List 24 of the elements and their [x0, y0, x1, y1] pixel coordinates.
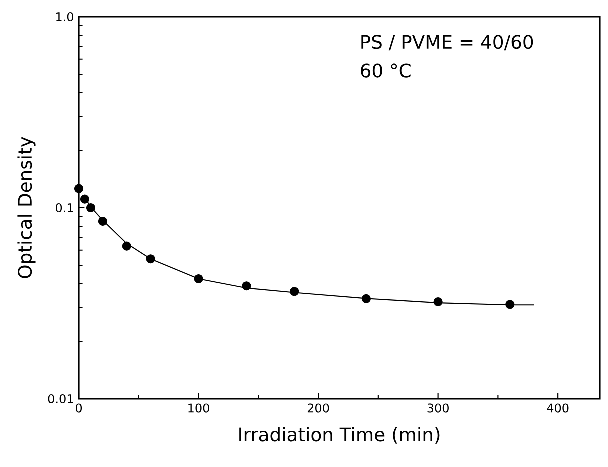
annotation: PS / PVME = 40/60 [362, 35, 534, 51]
x-tick-label: 300 [428, 404, 449, 413]
y-tick-label: 0.01 [48, 394, 74, 404]
point [434, 297, 443, 307]
y-tick-label: 0.1 [56, 203, 74, 213]
point [146, 254, 156, 264]
point [194, 274, 204, 284]
point [98, 216, 108, 226]
point [74, 184, 84, 194]
x-tick-label: 0 [76, 404, 82, 413]
point [290, 287, 300, 296]
point [86, 203, 96, 213]
y-tick-label: 1.0 [56, 12, 74, 22]
point [242, 282, 252, 291]
y-axis-title: Optical Density [18, 137, 36, 278]
point [362, 294, 371, 304]
point [506, 300, 515, 310]
x-tick-label: 400 [547, 404, 569, 413]
annotation: 60 °C [361, 64, 411, 78]
x-axis-title: Irradiation Time (min) [240, 427, 440, 444]
point [122, 242, 132, 251]
point [80, 194, 90, 204]
x-tick-label: 100 [188, 404, 210, 413]
x-tick-label: 200 [308, 404, 330, 413]
